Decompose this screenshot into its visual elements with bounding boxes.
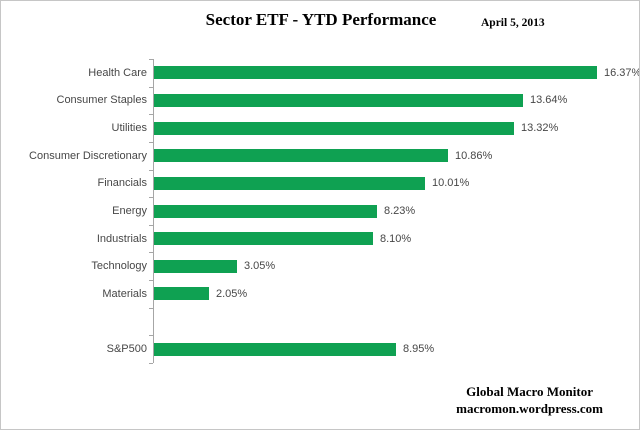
category-label-industrials: Industrials	[96, 233, 147, 245]
value-label-energy: 8.23%	[384, 205, 416, 217]
axis-tick	[149, 114, 153, 116]
category-label-utilities: Utilities	[111, 122, 147, 134]
value-label-financials: 10.01%	[432, 177, 470, 189]
axis-tick	[149, 59, 153, 60]
category-label-materials: Materials	[102, 288, 147, 300]
axis-tick	[149, 280, 153, 282]
category-label-consumer-staples: Consumer Staples	[56, 94, 148, 106]
bar-s-p500	[154, 343, 396, 356]
category-label-technology: Technology	[91, 260, 147, 272]
value-label-consumer-staples: 13.64%	[530, 94, 568, 106]
y-axis-line	[153, 59, 154, 363]
axis-tick	[149, 141, 153, 143]
chart-title: Sector ETF - YTD Performance	[205, 10, 437, 29]
bar-energy	[154, 205, 377, 218]
bar-technology	[154, 260, 237, 273]
axis-tick	[149, 307, 153, 309]
category-label-energy: Energy	[112, 205, 147, 217]
bar-utilities	[154, 122, 514, 135]
footer-brand: Global Macro Monitor	[466, 384, 593, 399]
axis-tick	[149, 197, 153, 199]
value-label-materials: 2.05%	[216, 288, 248, 300]
axis-tick	[149, 169, 153, 171]
value-label-industrials: 8.10%	[380, 233, 412, 245]
bar-materials	[154, 287, 209, 300]
category-label-s-p500: S&P500	[106, 343, 147, 355]
axis-tick	[149, 252, 153, 254]
footer: Global Macro Monitor macromon.wordpress.…	[456, 383, 603, 417]
chart-date: April 5, 2013	[481, 17, 545, 29]
value-label-utilities: 13.32%	[521, 122, 559, 134]
bar-industrials	[154, 232, 373, 245]
axis-tick	[149, 224, 153, 226]
value-label-health-care: 16.37%	[604, 67, 640, 79]
bar-health-care	[154, 66, 597, 79]
axis-tick	[149, 335, 153, 337]
value-label-s-p500: 8.95%	[403, 343, 435, 355]
value-label-consumer-discretionary: 10.86%	[455, 150, 493, 162]
bar-financials	[154, 177, 425, 190]
bar-consumer-staples	[154, 94, 523, 107]
value-label-technology: 3.05%	[244, 260, 276, 272]
axis-tick	[149, 86, 153, 88]
bar-consumer-discretionary	[154, 149, 448, 162]
category-label-financials: Financials	[97, 177, 147, 189]
footer-url: macromon.wordpress.com	[456, 401, 603, 416]
axis-tick	[149, 363, 153, 364]
category-label-health-care: Health Care	[88, 67, 147, 79]
category-label-consumer-discretionary: Consumer Discretionary	[29, 150, 147, 162]
